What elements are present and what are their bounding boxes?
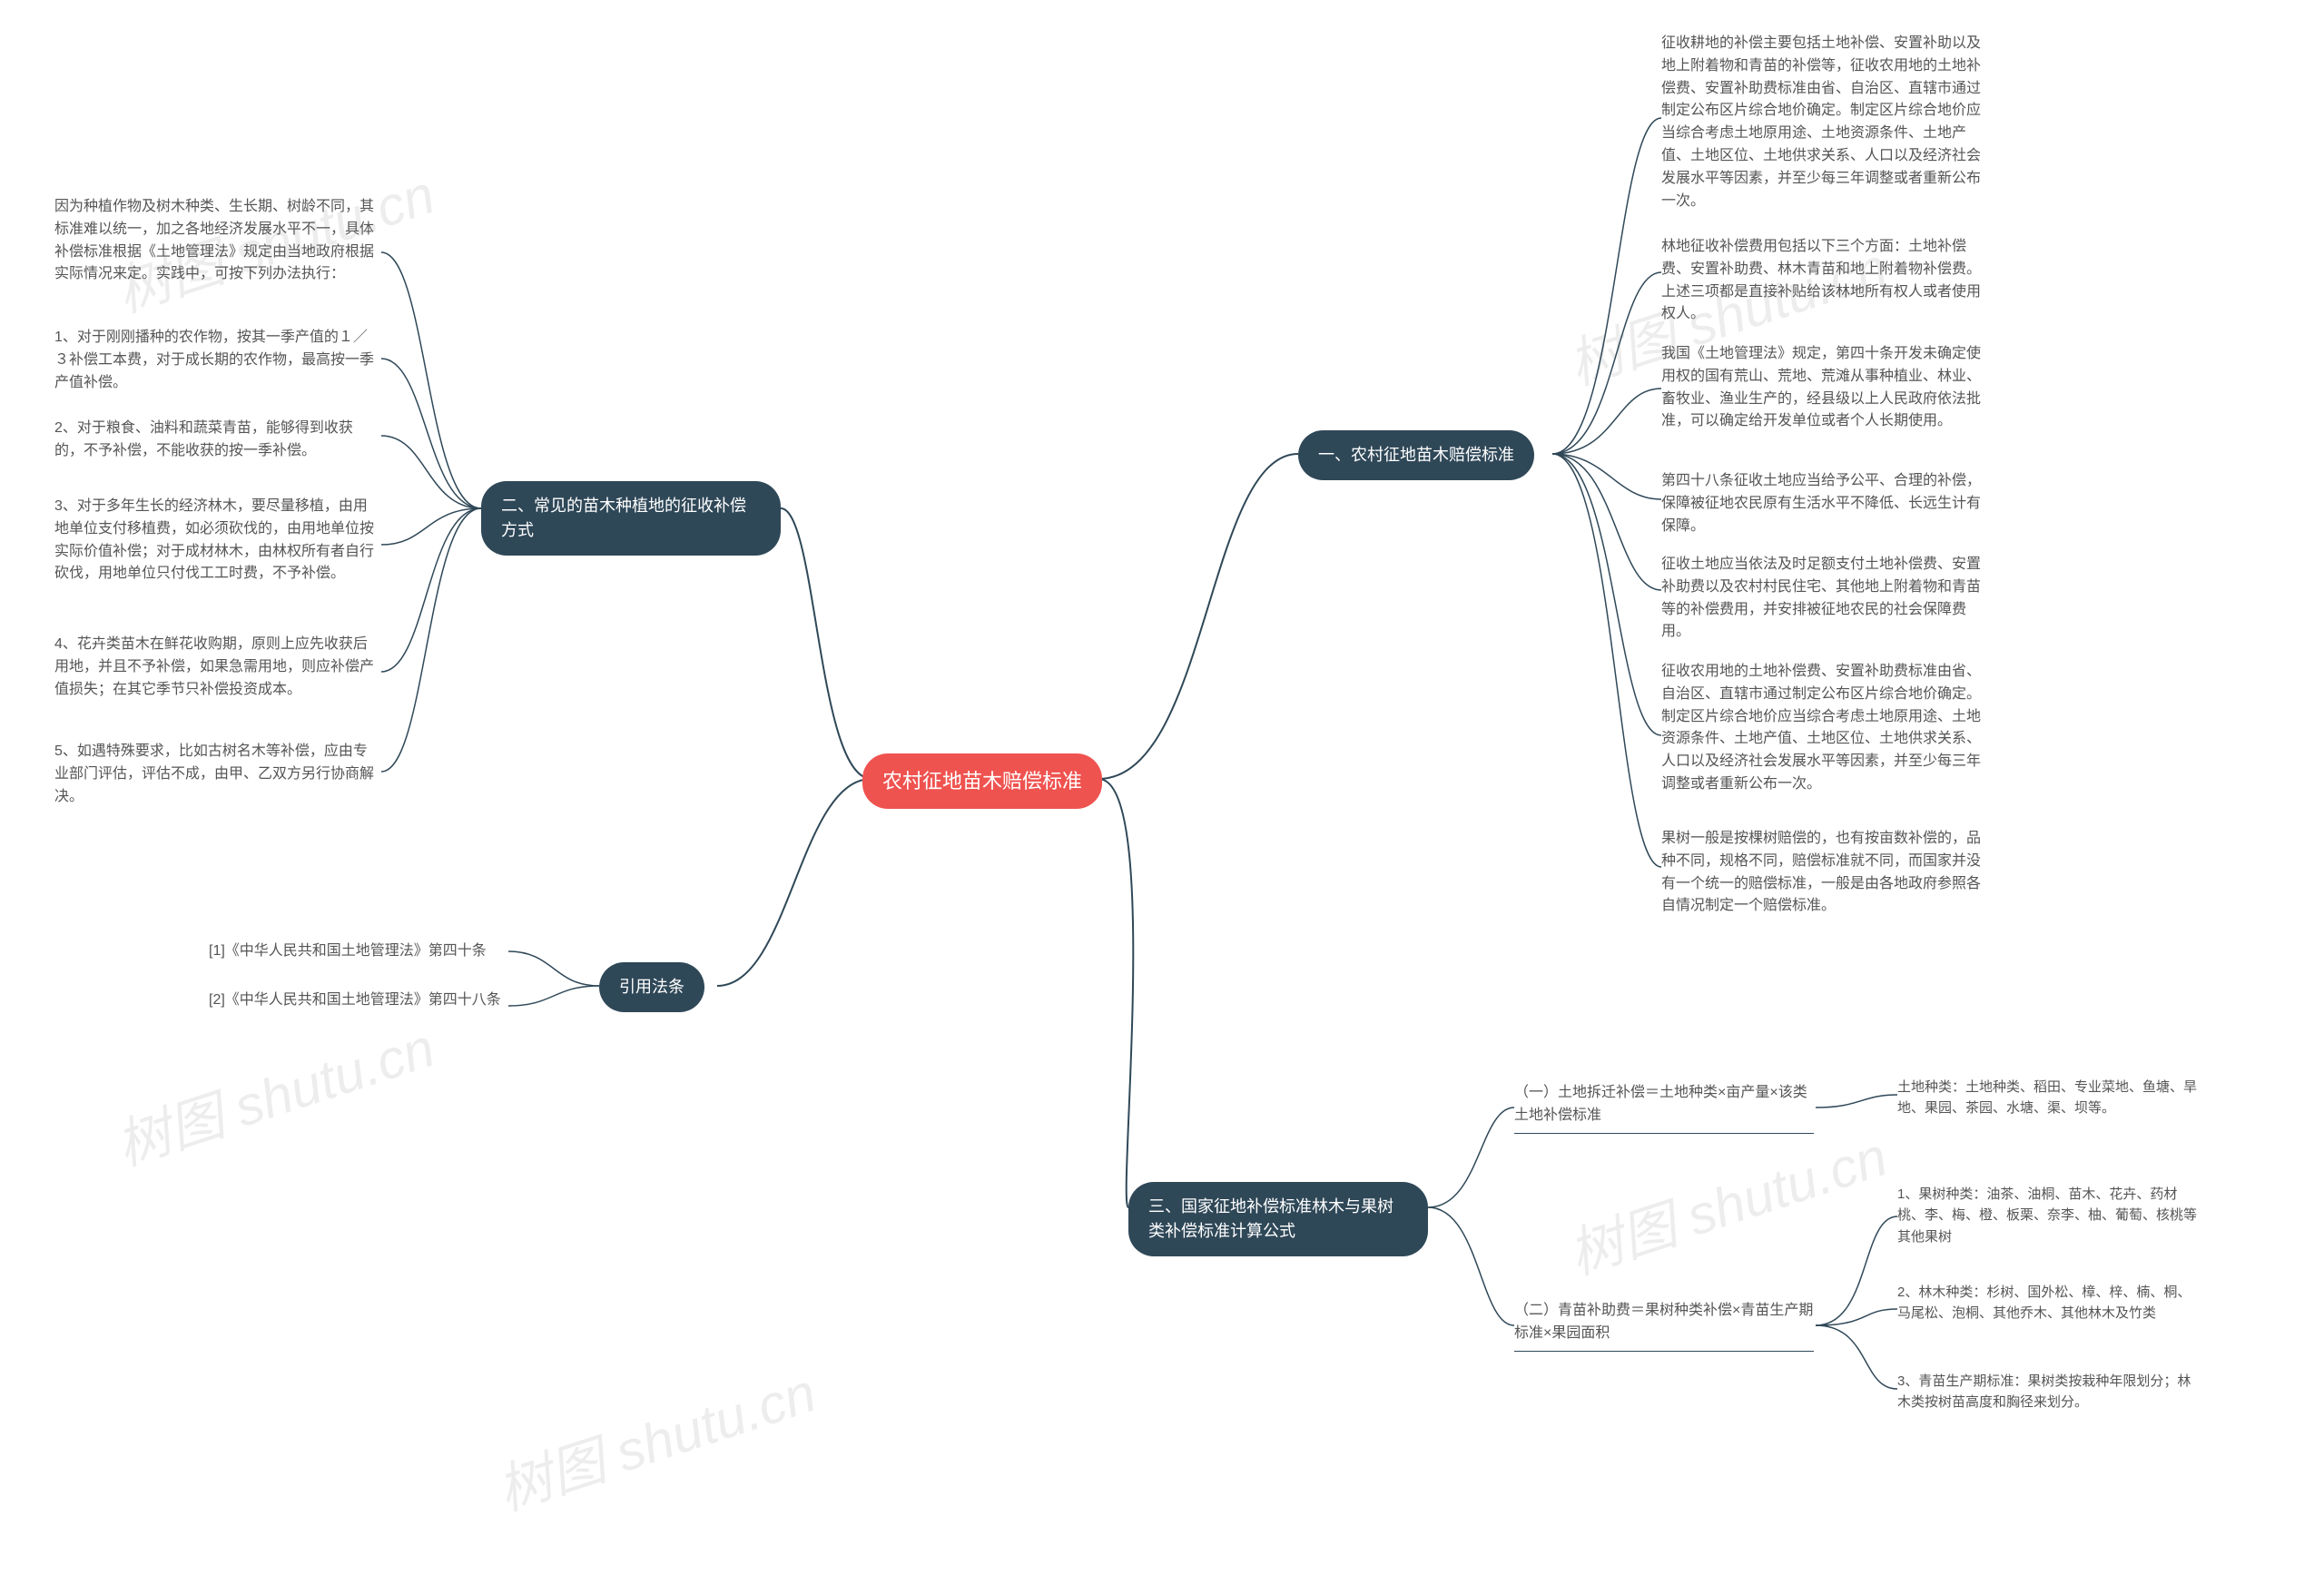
leaf: 征收耕地的补偿主要包括土地补偿、安置补助以及地上附着物和青苗的补偿等，征收农用地… <box>1661 33 1988 212</box>
watermark: 树图 shutu.cn <box>1557 1113 1896 1290</box>
leaf: 4、花卉类苗木在鲜花收购期，原则上应先收获后用地，并且不予补偿，如果急需用地，则… <box>54 634 381 701</box>
watermark: 树图 shutu.cn <box>486 1349 824 1526</box>
leaf: 林地征收补偿费用包括以下三个方面：土地补偿费、安置补助费、林木青苗和地上附着物补… <box>1661 236 1988 326</box>
leaf: [1]《中华人民共和国土地管理法》第四十条 <box>209 940 508 963</box>
sub-leaf: 2、林木种类：杉树、国外松、樟、梓、楠、桐、马尾松、泡桐、其他乔木、其他林木及竹… <box>1897 1282 2197 1324</box>
leaf: 第四十八条征收土地应当给予公平、合理的补偿，保障被征地农民原有生活水平不降低、长… <box>1661 470 1988 537</box>
leaf: 1、对于刚刚播种的农作物，按其一季产值的１／３补偿工本费，对于成长期的农作物，最… <box>54 327 381 394</box>
leaf: （一）土地拆迁补偿＝土地种类×亩产量×该类土地补偿标准 <box>1514 1082 1814 1134</box>
branch-3[interactable]: 三、国家征地补偿标准林木与果树类补偿标准计算公式 <box>1128 1182 1428 1256</box>
branch-4[interactable]: 引用法条 <box>599 962 704 1012</box>
leaf: [2]《中华人民共和国土地管理法》第四十八条 <box>209 989 508 1012</box>
watermark: 树图 shutu.cn <box>104 1004 443 1181</box>
branch-2[interactable]: 二、常见的苗木种植地的征收补偿方式 <box>481 481 781 556</box>
sub-leaf: 3、青苗生产期标准：果树类按栽种年限划分；林木类按树苗高度和胸径来划分。 <box>1897 1371 2197 1413</box>
leaf: 2、对于粮食、油料和蔬菜青苗，能够得到收获的，不予补偿，不能收获的按一季补偿。 <box>54 418 381 463</box>
leaf: （二）青苗补助费＝果树种类补偿×青苗生产期标准×果园面积 <box>1514 1300 1814 1352</box>
sub-leaf: 1、果树种类：油茶、油桐、苗木、花卉、药材桃、李、梅、橙、板栗、奈李、柚、葡萄、… <box>1897 1184 2197 1247</box>
sub-leaf: 土地种类：土地种类、稻田、专业菜地、鱼塘、旱地、果园、茶园、水塘、渠、坝等。 <box>1897 1077 2197 1119</box>
leaf: 征收土地应当依法及时足额支付土地补偿费、安置补助费以及农村村民住宅、其他地上附着… <box>1661 554 1988 644</box>
leaf: 因为种植作物及树木种类、生长期、树龄不同，其标准难以统一，加之各地经济发展水平不… <box>54 196 381 286</box>
leaf: 征收农用地的土地补偿费、安置补助费标准由省、自治区、直辖市通过制定公布区片综合地… <box>1661 661 1988 796</box>
leaf: 我国《土地管理法》规定，第四十条开发未确定使用权的国有荒山、荒地、荒滩从事种植业… <box>1661 343 1988 433</box>
center-node[interactable]: 农村征地苗木赔偿标准 <box>862 753 1102 809</box>
leaf: 3、对于多年生长的经济林木，要尽量移植，由用地单位支付移植费，如必须砍伐的，由用… <box>54 496 381 586</box>
leaf: 5、如遇特殊要求，比如古树名木等补偿，应由专业部门评估，评估不成，由甲、乙双方另… <box>54 741 381 808</box>
branch-1[interactable]: 一、农村征地苗木赔偿标准 <box>1298 430 1534 480</box>
leaf: 果树一般是按棵树赔偿的，也有按亩数补偿的，品种不同，规格不同，赔偿标准就不同，而… <box>1661 828 1988 918</box>
